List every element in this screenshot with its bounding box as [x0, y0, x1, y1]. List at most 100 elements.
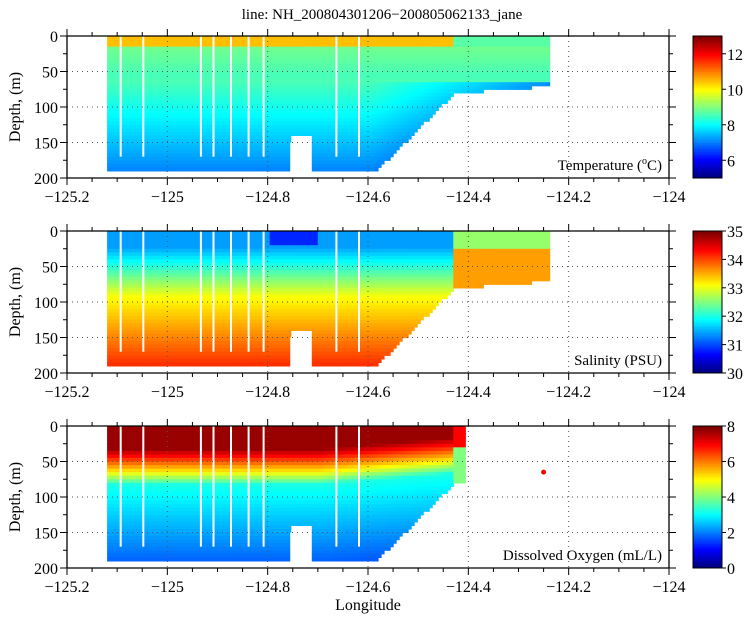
data-cell	[116, 99, 120, 104]
data-cell	[182, 146, 186, 151]
data-cell	[354, 138, 358, 144]
data-cell	[245, 103, 250, 108]
data-cell	[284, 153, 289, 158]
data-cell	[224, 57, 229, 62]
data-cell	[272, 39, 277, 44]
data-cell	[390, 71, 394, 76]
data-cell	[411, 85, 415, 90]
data-cell	[402, 124, 406, 129]
data-cell	[390, 68, 394, 73]
data-cell	[387, 64, 391, 69]
data-cell	[423, 117, 427, 122]
data-cell	[236, 110, 241, 115]
data-cell	[215, 167, 220, 172]
data-cell	[110, 273, 114, 278]
data-cell	[399, 135, 403, 140]
data-cell	[423, 50, 427, 55]
data-cell	[257, 107, 262, 112]
data-cell	[254, 75, 259, 80]
data-cell	[203, 85, 208, 90]
data-cell	[128, 103, 132, 108]
data-cell	[239, 53, 244, 58]
data-cell	[236, 149, 241, 154]
data-cell	[128, 135, 132, 140]
data-cell	[230, 121, 235, 126]
data-cell	[161, 82, 165, 87]
data-cell	[296, 39, 301, 44]
data-cell	[323, 57, 328, 62]
data-cell	[125, 124, 129, 129]
data-cell	[296, 53, 301, 58]
data-cell	[209, 107, 214, 112]
data-cell	[176, 82, 180, 87]
data-cell	[320, 149, 325, 154]
data-cell	[474, 85, 478, 90]
data-cell	[161, 85, 165, 90]
data-cell	[110, 135, 114, 140]
data-cell	[393, 124, 397, 129]
data-cell	[170, 124, 174, 129]
data-cell	[128, 57, 132, 62]
data-cell	[167, 75, 171, 80]
data-cell	[179, 53, 183, 58]
data-cell	[317, 160, 322, 165]
data-cell	[384, 36, 388, 41]
data-cell	[284, 149, 289, 154]
data-cell	[233, 82, 238, 87]
data-cell	[242, 43, 247, 48]
data-cell	[435, 50, 439, 55]
data-cell	[408, 71, 412, 76]
data-cell	[269, 43, 274, 48]
data-cell	[329, 107, 334, 112]
data-cell	[125, 163, 129, 168]
data-cell	[185, 138, 189, 144]
data-cell	[335, 99, 340, 104]
data-cell	[242, 160, 247, 165]
data-cell	[411, 82, 415, 87]
data-cell	[185, 64, 189, 69]
data-cell	[218, 60, 223, 65]
data-cell	[227, 135, 232, 140]
data-cell	[179, 135, 183, 140]
data-cell	[314, 75, 319, 80]
data-cell	[486, 57, 490, 62]
data-cell	[387, 99, 391, 104]
data-cell	[179, 131, 183, 136]
data-cell	[239, 114, 244, 119]
data-cell	[314, 124, 319, 129]
data-cell	[116, 117, 120, 122]
data-cell	[245, 92, 250, 97]
data-cell	[435, 107, 439, 112]
data-cell	[369, 135, 373, 140]
data-cell	[227, 128, 232, 133]
data-cell	[176, 103, 180, 108]
data-cell	[269, 50, 274, 55]
data-cell	[275, 43, 280, 48]
data-cell	[293, 75, 298, 80]
data-cell	[167, 89, 171, 94]
data-cell	[182, 39, 186, 44]
data-cell	[393, 96, 397, 101]
data-cell	[305, 107, 310, 112]
data-gap	[335, 36, 338, 157]
data-cell	[302, 128, 307, 133]
data-cell	[305, 75, 310, 80]
data-cell	[405, 68, 409, 73]
data-cell	[215, 78, 220, 83]
data-cell	[266, 78, 271, 83]
data-cell	[504, 53, 509, 58]
data-cell	[317, 60, 322, 65]
data-cell	[254, 64, 259, 69]
data-cell	[125, 64, 129, 69]
data-cell	[317, 121, 322, 126]
data-cell	[191, 60, 195, 65]
data-cell	[302, 103, 307, 108]
data-cell	[393, 82, 397, 87]
data-cell	[233, 36, 238, 41]
data-cell	[152, 167, 156, 172]
data-cell	[489, 75, 493, 80]
data-cell	[158, 53, 162, 58]
data-cell	[363, 71, 367, 76]
data-cell	[254, 46, 259, 51]
data-cell	[338, 50, 343, 55]
